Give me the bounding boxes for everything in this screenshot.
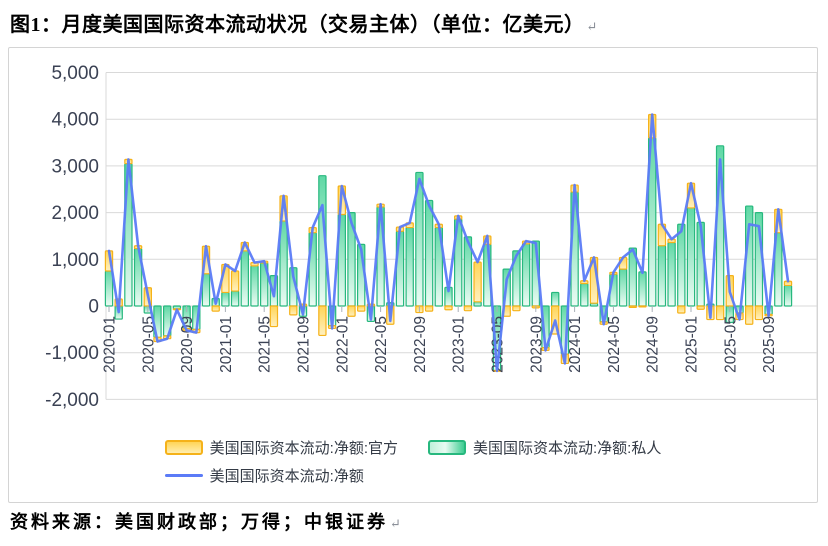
x-axis-label: 2020-01 [102,316,119,373]
bar-official [230,270,240,292]
x-axis-label: 2025-09 [761,316,778,373]
bar-official [473,261,482,303]
legend-label-official: 美国国际资本流动:净额:官方 [209,439,398,457]
bar-private [230,290,240,307]
x-axis-label: 2023-01 [451,316,468,373]
bar-official [269,305,279,328]
bar-official [424,305,434,312]
bar-official [444,305,453,311]
x-axis-label: 2022-09 [412,316,429,373]
bar-private [783,284,793,307]
bar-official [463,305,473,312]
y-axis-label: -2,000 [45,390,99,411]
x-axis-label: 2024-05 [606,316,623,373]
source-note: 资料来源：美国财政部；万得；中银证券 ↵ [10,512,404,532]
figure-title: 图1：月度美国国际资本流动状况（交易主体）（单位：亿美元） [10,14,585,36]
y-axis-label: 1,000 [51,250,99,271]
legend-item-private: 美国国际资本流动:净额:私人 [428,437,661,458]
x-axis-label: 2024-01 [567,316,584,373]
x-axis-label: 2023-09 [528,316,545,373]
bar-private [580,282,589,307]
bar-private [104,270,114,307]
y-axis-label: 0 [88,297,99,318]
bar-official [715,305,725,321]
bar-private [550,291,560,307]
x-axis-label: 2024-09 [645,316,662,373]
bar-private [221,291,230,307]
legend-item-official: 美国国际资本流动:净额:官方 [164,437,398,458]
paragraph-mark: ↵ [586,19,598,34]
x-axis-label: 2020-09 [179,316,196,373]
bar-private [424,199,434,307]
x-axis-label: 2022-01 [334,316,351,373]
x-axis-label: 2021-09 [296,316,313,373]
bar-official [744,305,754,325]
bar-private [657,245,667,307]
bar-private [473,301,482,307]
legend-item-net: 美国国际资本流动:净额 [164,465,364,486]
bar-official [211,305,220,312]
bar-private [521,243,531,307]
x-axis-label: 2025-01 [684,316,701,373]
net-line-swatch-icon [164,473,203,477]
bar-official [289,305,298,316]
x-axis-label: 2025-05 [722,316,739,373]
y-axis-label: 2,000 [51,203,99,224]
private-swatch-icon [428,439,466,455]
legend-label-private: 美国国际资本流动:净额:私人 [473,439,662,457]
x-axis-label: 2021-01 [218,316,235,373]
chart-legend: 美国国际资本流动:净额:官方 美国国际资本流动:净额:私人 美国国际资本流动:净… [9,433,817,489]
x-axis-label: 2022-05 [373,316,390,373]
bar-private [677,223,686,307]
bar-private [405,226,414,307]
bar-official [357,305,366,312]
bar-private [667,241,676,307]
paragraph-mark: ↵ [390,516,404,531]
x-axis-label: 2020-05 [140,316,157,373]
bar-private [240,250,249,307]
x-axis-label: 2021-05 [257,316,274,373]
bar-official [754,305,764,321]
bar-official [318,305,327,337]
bar-official [677,305,686,314]
capital-flow-chart: 5,0004,0003,0002,0001,0000-1,000-2,00020… [45,63,817,411]
net-line [107,113,790,373]
y-axis-label: -1,000 [45,343,99,364]
bar-official [696,305,705,310]
figure-title-row: 图1：月度美国国际资本流动状况（交易主体）（单位：亿美元） ↵ [10,8,820,37]
legend-label-net: 美国国际资本流动:净额 [209,467,364,485]
y-axis-label: 5,000 [51,63,99,84]
bar-official [512,305,521,312]
bar-official [347,305,356,317]
bar-private [638,271,647,307]
bar-private [618,268,628,307]
y-axis-label: 4,000 [51,110,99,131]
bar-official [628,305,638,309]
bar-private [686,207,696,307]
y-axis-label: 3,000 [51,156,99,177]
chart-frame: 5,000 4,000 3,000 2,000 1,000 0 -1,000 -2,000 20… [8,47,818,503]
bar-official [638,305,647,308]
bar-private [250,265,259,307]
official-swatch-icon [164,439,203,455]
